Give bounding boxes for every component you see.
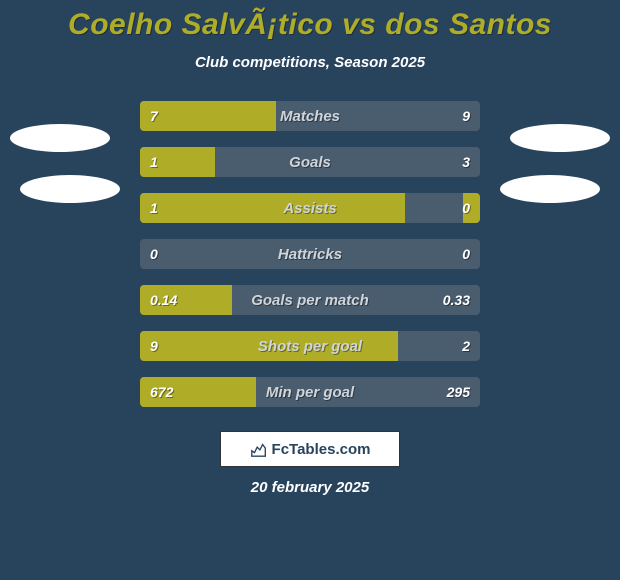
stat-value-right: 3	[462, 147, 470, 177]
stat-value-right: 0	[462, 239, 470, 269]
team-logo-placeholder-left-1	[10, 124, 110, 152]
stat-value-left: 7	[150, 101, 158, 131]
brand-badge: FcTables.com	[220, 431, 400, 467]
stat-row: 79Matches	[140, 101, 480, 131]
brand-icon	[250, 440, 268, 458]
stat-label: Hattricks	[140, 239, 480, 269]
stat-value-left: 1	[150, 147, 158, 177]
stat-value-right: 295	[447, 377, 470, 407]
stat-value-left: 0.14	[150, 285, 177, 315]
stat-value-left: 0	[150, 239, 158, 269]
stat-row: 672295Min per goal	[140, 377, 480, 407]
stat-value-right: 2	[462, 331, 470, 361]
page-title: Coelho SalvÃ¡tico vs dos Santos	[0, 8, 620, 42]
stat-value-right: 0.33	[443, 285, 470, 315]
comparison-infographic: Coelho SalvÃ¡tico vs dos Santos Club com…	[0, 0, 620, 580]
stat-value-left: 9	[150, 331, 158, 361]
stat-bars: 79Matches13Goals10Assists00Hattricks0.14…	[140, 101, 480, 407]
stat-fill-left	[140, 101, 276, 131]
team-logo-placeholder-left-2	[20, 175, 120, 203]
page-subtitle: Club competitions, Season 2025	[0, 54, 620, 71]
stat-row: 10Assists	[140, 193, 480, 223]
stat-fill-left	[140, 193, 405, 223]
team-logo-placeholder-right-1	[510, 124, 610, 152]
stat-row: 0.140.33Goals per match	[140, 285, 480, 315]
stat-row: 92Shots per goal	[140, 331, 480, 361]
stat-value-right: 0	[462, 193, 470, 223]
stat-row: 0 0Hattricks	[140, 239, 480, 269]
stat-fill-left	[140, 331, 398, 361]
team-logo-placeholder-right-2	[500, 175, 600, 203]
stat-row: 13Goals	[140, 147, 480, 177]
stat-value-left: 1	[150, 193, 158, 223]
brand-text: FcTables.com	[272, 441, 371, 458]
stat-value-right: 9	[462, 101, 470, 131]
date-text: 20 february 2025	[0, 479, 620, 496]
stat-value-left: 672	[150, 377, 173, 407]
